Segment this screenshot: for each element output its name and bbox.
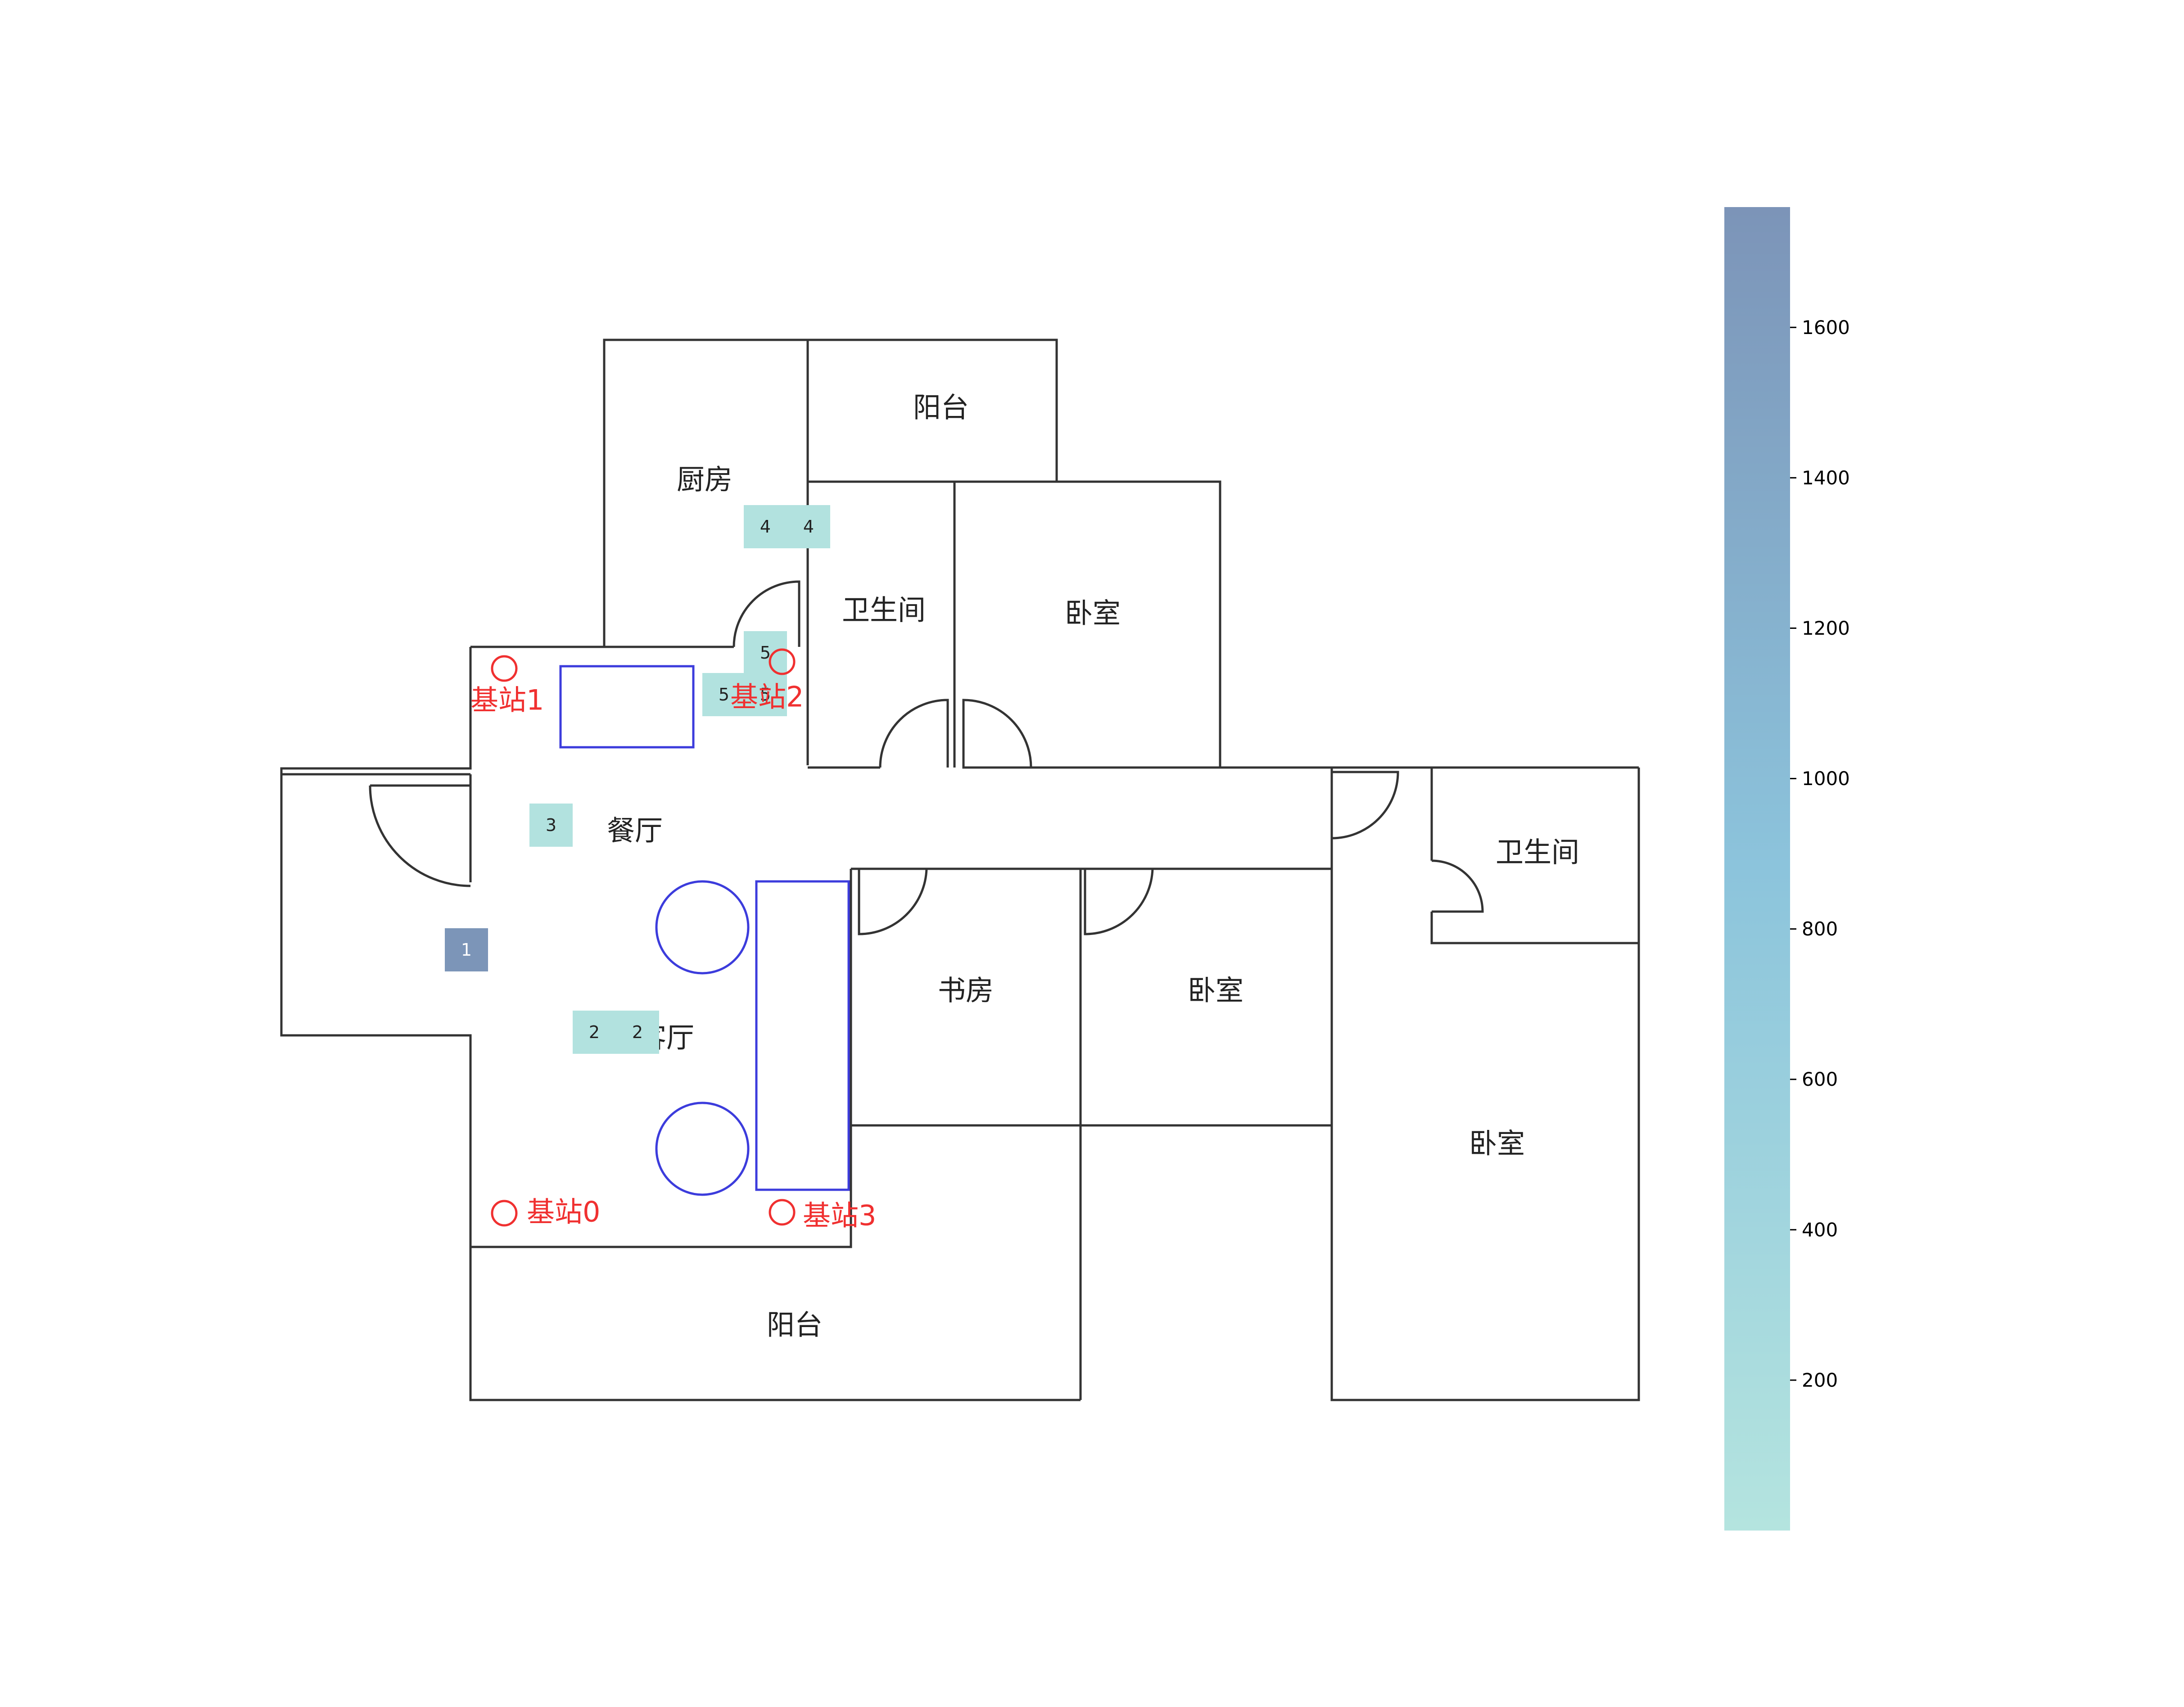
wall-dining-top2	[469, 646, 734, 882]
heat-cell-label: 4	[760, 517, 771, 537]
room-label-bath-north: 卫生间	[842, 594, 926, 627]
colorbar: 1600 1400 1200 1000 800 600 400 200	[1724, 207, 1850, 1531]
doors	[369, 580, 1484, 935]
colorbar-tick-label: 400	[1802, 1219, 1838, 1241]
wall-balcony-north	[808, 339, 1058, 482]
door-bedroom-north	[962, 699, 1032, 769]
sofa	[755, 880, 850, 1191]
heat-cell-label: 2	[589, 1022, 600, 1042]
room-label-kitchen: 厨房	[677, 463, 733, 496]
heat-cell-label: 3	[546, 815, 556, 835]
heat-cell-label: 1	[461, 940, 472, 960]
heat-cell	[445, 928, 488, 971]
door-bedroom-middle	[1084, 868, 1154, 935]
base-station-2-label: 基站2	[730, 681, 804, 714]
heat-cell-label: 5	[719, 685, 729, 704]
door-bath-east	[1431, 859, 1484, 913]
wall-balcony-south	[469, 1247, 1081, 1401]
walls	[280, 339, 1640, 1401]
colorbar-tick-label: 800	[1802, 918, 1838, 940]
room-label-bedroom-east: 卧室	[1469, 1127, 1525, 1160]
room-label-bedroom-middle: 卧室	[1188, 974, 1243, 1007]
room-label-dining: 餐厅	[607, 814, 663, 847]
wall-dining-top	[280, 647, 852, 1248]
heat-cell-label: 4	[803, 517, 814, 537]
room-label-balcony-south: 阳台	[767, 1309, 823, 1341]
heat-cell	[744, 673, 787, 716]
colorbar-tick-label: 600	[1802, 1068, 1838, 1090]
furniture	[559, 665, 850, 1196]
heat-cell	[744, 631, 787, 674]
base-station-1-label: 基站1	[470, 684, 544, 717]
heat-cell	[616, 1011, 659, 1054]
base-stations: 基站0 基站1 基站2 基站3	[470, 648, 876, 1232]
stool-bottom	[655, 1102, 750, 1196]
room-label-bedroom-north: 卧室	[1065, 597, 1121, 630]
door-study	[858, 868, 928, 935]
wall-bath-east	[1430, 768, 1639, 944]
room-label-bath-east: 卫生间	[1496, 836, 1579, 869]
heat-cell-label: 5	[760, 685, 771, 704]
colorbar-tick-label: 1600	[1802, 316, 1850, 339]
heat-cell	[529, 804, 573, 847]
wall-corridor-bottom	[851, 867, 1332, 1400]
colorbar-tick-label: 1400	[1802, 467, 1850, 489]
dining-table	[559, 665, 695, 749]
room-labels: 厨房 阳台 卫生间 卧室 餐厅 客厅 书房 卧室 卫生间 卧室 阳台	[607, 391, 1579, 1341]
door-bath-north	[879, 699, 949, 768]
colorbar-gradient	[1724, 207, 1790, 1531]
wall-kitchen	[603, 339, 809, 765]
base-station-0-label: 基站0	[527, 1196, 600, 1228]
heat-cell	[744, 505, 787, 548]
door-entry	[369, 784, 471, 887]
heat-cell	[573, 1011, 616, 1054]
colorbar-tick-label: 200	[1802, 1369, 1838, 1391]
base-station-3-icon	[769, 1199, 796, 1226]
colorbar-tick-label: 1000	[1802, 768, 1850, 790]
base-station-0-icon	[491, 1200, 518, 1227]
base-station-3-label: 基站3	[803, 1199, 876, 1232]
wall-east-block	[1330, 768, 1640, 1401]
door-kitchen	[733, 580, 800, 647]
heat-cell	[702, 673, 746, 716]
heat-cell-label: 2	[632, 1022, 643, 1042]
door-bedroom-east	[1331, 771, 1399, 840]
base-station-2-icon	[769, 648, 796, 675]
base-station-1-icon	[491, 655, 518, 682]
colorbar-tick-label: 1200	[1802, 617, 1850, 639]
room-label-balcony-north: 阳台	[913, 391, 969, 424]
colorbar-ticks: 1600 1400 1200 1000 800 600 400 200	[1790, 316, 1850, 1391]
heat-cell	[787, 505, 830, 548]
stool-top	[655, 880, 750, 975]
wall-bedroom-north	[954, 480, 1221, 768]
room-label-study: 书房	[938, 974, 994, 1007]
